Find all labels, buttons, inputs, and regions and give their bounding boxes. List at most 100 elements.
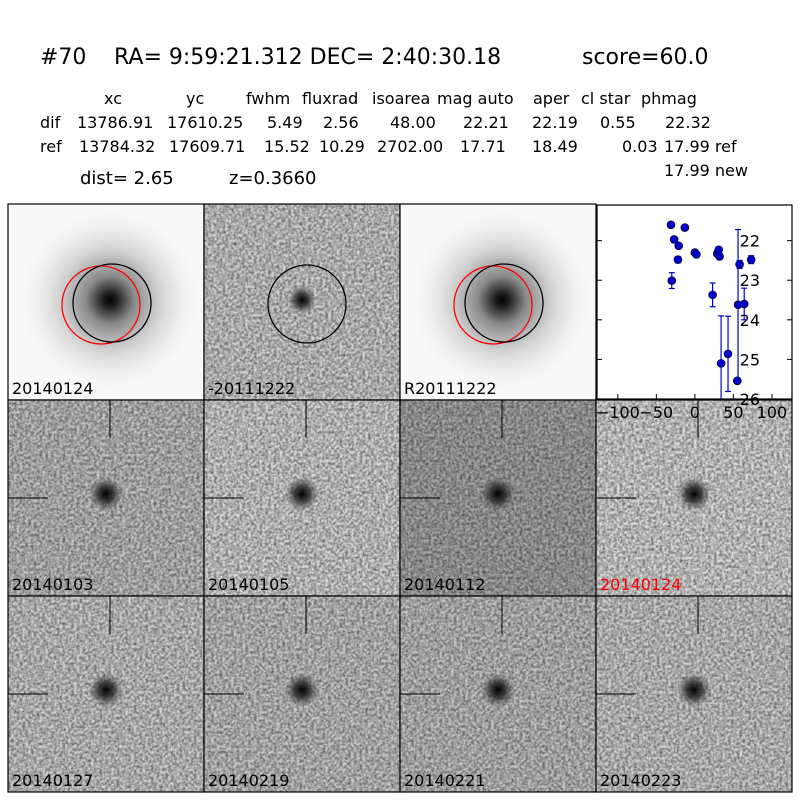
- panel-label: R20111222: [404, 379, 497, 398]
- source: [89, 673, 123, 707]
- image-panel: R20111222: [399, 203, 597, 401]
- point: [692, 250, 701, 259]
- point: [735, 260, 744, 269]
- image-panel: 20140124: [7, 203, 205, 401]
- cell: 22.32: [665, 113, 711, 132]
- column-header: fwhm: [246, 89, 290, 108]
- redshift: z=0.3660: [229, 168, 317, 189]
- panel-label: -20111222: [208, 379, 295, 398]
- galaxy: [15, 205, 205, 395]
- point: [732, 376, 742, 386]
- cell: 15.52: [264, 137, 310, 156]
- cell: 2702.00: [377, 137, 443, 156]
- galaxy: [407, 205, 597, 395]
- source: [481, 673, 515, 707]
- x-tick-label: −100: [596, 403, 640, 422]
- x-tick-label: 0: [690, 403, 700, 422]
- source: [285, 477, 319, 511]
- panel-label: 20140223: [600, 771, 681, 790]
- row-label: dif: [40, 113, 61, 132]
- aperture-black: [72, 263, 152, 343]
- cell: 13786.91: [77, 113, 153, 132]
- column-header: xc: [104, 89, 122, 108]
- panel-label: 20140124: [12, 379, 93, 398]
- x-tick-label: −50: [639, 403, 673, 422]
- point: [667, 276, 677, 285]
- point: [708, 290, 717, 300]
- point: [674, 241, 683, 251]
- panel-label: 20140124: [600, 575, 681, 594]
- y-tick-label: 23: [740, 271, 760, 290]
- y-tick-label: 22: [740, 232, 760, 251]
- score: score=60.0: [582, 45, 709, 70]
- chart-background: [597, 205, 792, 399]
- y-tick-label: 25: [740, 350, 760, 369]
- cell: 17609.71: [169, 137, 245, 156]
- panel-label: 20140103: [12, 575, 93, 594]
- point: [680, 223, 690, 232]
- cell: 17.99 ref: [664, 137, 737, 156]
- panel-label: 20140219: [208, 771, 289, 790]
- point: [673, 255, 683, 264]
- column-header: aper: [533, 89, 570, 108]
- column-header: phmag: [641, 89, 697, 108]
- point: [669, 235, 679, 244]
- point: [723, 349, 733, 359]
- x-tick-label: 50: [723, 403, 743, 422]
- image-panel: 20140105: [203, 399, 401, 597]
- panel-label: 20140127: [12, 771, 93, 790]
- cell: 5.49: [267, 113, 303, 132]
- chart-frame: [596, 204, 793, 400]
- point: [739, 299, 749, 309]
- cell: 13784.32: [79, 137, 155, 156]
- aperture-black: [267, 264, 347, 344]
- new-phmag: 17.99 new: [664, 161, 748, 180]
- cell: 22.19: [532, 113, 578, 132]
- panel-label: 20140112: [404, 575, 485, 594]
- column-header: isoarea: [372, 89, 430, 108]
- cell: 0.55: [600, 113, 636, 132]
- image-panel: 20140221: [399, 595, 597, 793]
- panel-label: 20140105: [208, 575, 289, 594]
- source: [288, 286, 316, 314]
- x-tick-label: 100: [757, 403, 788, 422]
- cell: 22.21: [463, 113, 509, 132]
- column-header: cl star: [581, 89, 631, 108]
- cell: 17610.25: [167, 113, 243, 132]
- panel-label: 20140221: [404, 771, 485, 790]
- aperture-black: [464, 263, 544, 343]
- row-label: ref: [40, 137, 62, 156]
- point: [715, 252, 724, 261]
- point: [666, 220, 676, 230]
- image-panel: 20140223: [595, 595, 793, 793]
- image-panel: 20140112: [399, 399, 597, 597]
- object-id: #70: [40, 45, 86, 70]
- image-panel: 20140124: [595, 399, 793, 597]
- dist: dist= 2.65: [80, 168, 174, 189]
- source: [677, 477, 711, 511]
- cell: 48.00: [390, 113, 436, 132]
- cell: 0.03: [622, 137, 658, 156]
- column-header: mag auto: [437, 89, 514, 108]
- source: [89, 477, 123, 511]
- panel-border: [595, 595, 793, 793]
- root: #70 RA= 9:59:21.312 DEC= 2:40:30.18 score=…: [7, 45, 793, 793]
- image-panel: -20111222: [203, 203, 401, 401]
- image-panel: 20140127: [7, 595, 205, 793]
- cell: 10.29: [319, 137, 365, 156]
- cell: 17.71: [460, 137, 506, 156]
- point: [716, 359, 726, 368]
- source: [285, 673, 319, 707]
- source: [481, 477, 515, 511]
- coordinates: RA= 9:59:21.312 DEC= 2:40:30.18: [114, 45, 501, 70]
- point: [746, 255, 756, 264]
- points: [666, 220, 756, 399]
- image-panel: 20140103: [7, 399, 205, 597]
- source: [677, 673, 711, 707]
- cell: 18.49: [532, 137, 578, 156]
- cell: 2.56: [323, 113, 359, 132]
- column-header: yc: [186, 89, 204, 108]
- column-header: fluxrad: [302, 89, 358, 108]
- image-panel: 20140219: [203, 595, 401, 793]
